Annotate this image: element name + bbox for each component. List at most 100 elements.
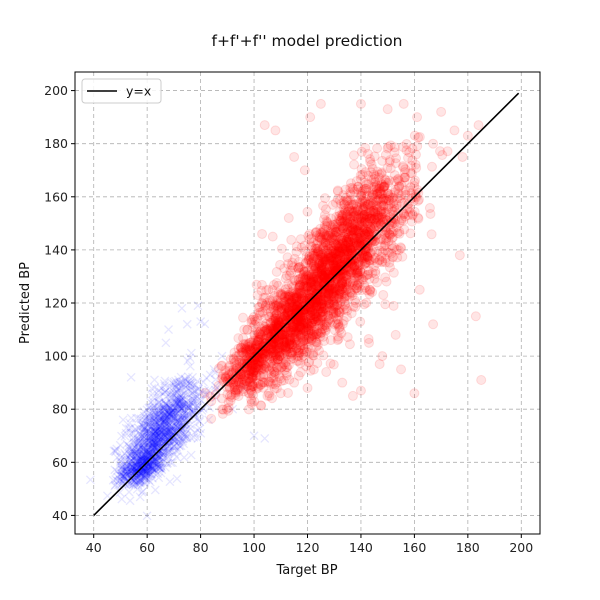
data-point-x-marker — [128, 464, 138, 474]
data-point-x-marker — [173, 397, 183, 407]
data-point-x-marker — [163, 452, 173, 462]
data-point-x-marker — [134, 458, 144, 468]
data-point-circle-marker — [216, 361, 227, 372]
data-point-x-marker — [172, 398, 182, 407]
data-point-x-marker — [186, 433, 196, 443]
data-point-x-marker — [168, 407, 178, 416]
data-point-x-marker — [127, 476, 137, 486]
data-point-x-marker — [175, 441, 184, 451]
data-point-x-marker — [172, 398, 182, 408]
data-point-x-marker — [159, 433, 169, 443]
data-point-x-marker — [126, 465, 136, 475]
data-point-x-marker — [149, 430, 159, 440]
data-point-x-marker — [158, 449, 168, 459]
data-point-x-marker — [154, 422, 164, 432]
data-point-x-marker — [152, 412, 162, 422]
data-point-circle-marker — [241, 354, 252, 365]
data-point-x-marker — [161, 427, 171, 437]
data-point-x-marker — [148, 424, 158, 434]
y-tick-label: 120 — [44, 296, 68, 311]
data-point-circle-marker — [262, 390, 273, 401]
data-point-x-marker — [174, 398, 184, 408]
data-point-x-marker — [174, 401, 184, 411]
data-point-x-marker — [139, 453, 149, 463]
data-point-circle-marker — [339, 276, 350, 287]
data-point-x-marker — [148, 429, 158, 439]
data-point-x-marker — [140, 456, 150, 466]
data-point-circle-marker — [329, 230, 340, 241]
data-point-x-marker — [130, 451, 140, 461]
data-point-x-marker — [154, 430, 164, 440]
data-point-x-marker — [144, 462, 154, 472]
data-point-x-marker — [154, 431, 164, 441]
data-point-x-marker — [177, 393, 187, 403]
data-point-x-marker — [148, 440, 158, 450]
data-point-x-marker — [159, 422, 169, 432]
data-point-x-marker — [181, 433, 191, 443]
data-point-x-marker — [135, 461, 145, 471]
data-point-x-marker — [151, 430, 161, 440]
data-point-x-marker — [124, 424, 134, 434]
data-point-x-marker — [152, 421, 162, 431]
data-point-x-marker — [164, 409, 174, 419]
data-point-x-marker — [162, 417, 172, 427]
data-point-x-marker — [131, 438, 141, 448]
data-point-x-marker — [160, 437, 170, 446]
data-point-x-marker — [115, 475, 125, 485]
data-point-x-marker — [136, 442, 146, 452]
data-point-circle-marker — [412, 141, 423, 152]
data-point-x-marker — [176, 404, 186, 414]
data-point-x-marker — [188, 372, 197, 382]
data-point-x-marker — [110, 481, 120, 491]
data-point-x-marker — [161, 413, 171, 423]
data-point-x-marker — [148, 426, 158, 436]
data-point-x-marker — [188, 399, 197, 409]
data-point-x-marker — [176, 415, 186, 425]
data-point-x-marker — [139, 424, 149, 434]
data-point-x-marker — [140, 461, 150, 471]
data-point-x-marker — [164, 410, 174, 420]
data-point-circle-marker — [382, 104, 393, 115]
data-point-x-marker — [160, 427, 170, 437]
data-point-x-marker — [175, 432, 185, 442]
data-point-x-marker — [165, 438, 174, 448]
data-point-x-marker — [162, 416, 172, 426]
data-point-x-marker — [138, 421, 147, 431]
data-point-circle-marker — [252, 290, 263, 301]
data-point-x-marker — [155, 412, 165, 422]
data-point-x-marker — [117, 464, 127, 474]
data-point-x-marker — [158, 439, 168, 449]
data-point-x-marker — [165, 433, 175, 443]
data-point-x-marker — [197, 396, 207, 406]
data-point-circle-marker — [360, 142, 371, 153]
data-point-x-marker — [143, 466, 153, 476]
data-point-x-marker — [168, 435, 178, 445]
data-point-x-marker — [181, 400, 191, 410]
data-point-x-marker — [157, 414, 167, 424]
data-point-x-marker — [191, 402, 201, 412]
data-point-x-marker — [136, 414, 146, 424]
data-point-x-marker — [160, 422, 170, 432]
data-point-x-marker — [158, 444, 168, 454]
data-point-x-marker — [154, 437, 164, 447]
data-point-x-marker — [128, 480, 138, 490]
data-point-x-marker — [150, 417, 160, 426]
data-point-x-marker — [164, 452, 174, 462]
data-point-x-marker — [155, 454, 165, 464]
data-point-x-marker — [142, 432, 152, 442]
data-point-x-marker — [160, 416, 169, 426]
data-point-x-marker — [150, 418, 160, 428]
data-point-x-marker — [164, 325, 173, 335]
data-point-x-marker — [155, 463, 165, 473]
data-point-x-marker — [147, 384, 157, 393]
data-point-x-marker — [175, 437, 185, 447]
data-point-x-marker — [173, 437, 183, 447]
data-point-circle-marker — [349, 280, 360, 291]
data-point-x-marker — [171, 397, 181, 407]
x-tick-label: 160 — [402, 540, 426, 555]
data-point-x-marker — [140, 425, 149, 434]
data-point-x-marker — [166, 408, 175, 418]
data-point-x-marker — [179, 411, 189, 421]
data-point-circle-marker — [332, 186, 343, 197]
y-tick-label: 200 — [44, 83, 68, 98]
